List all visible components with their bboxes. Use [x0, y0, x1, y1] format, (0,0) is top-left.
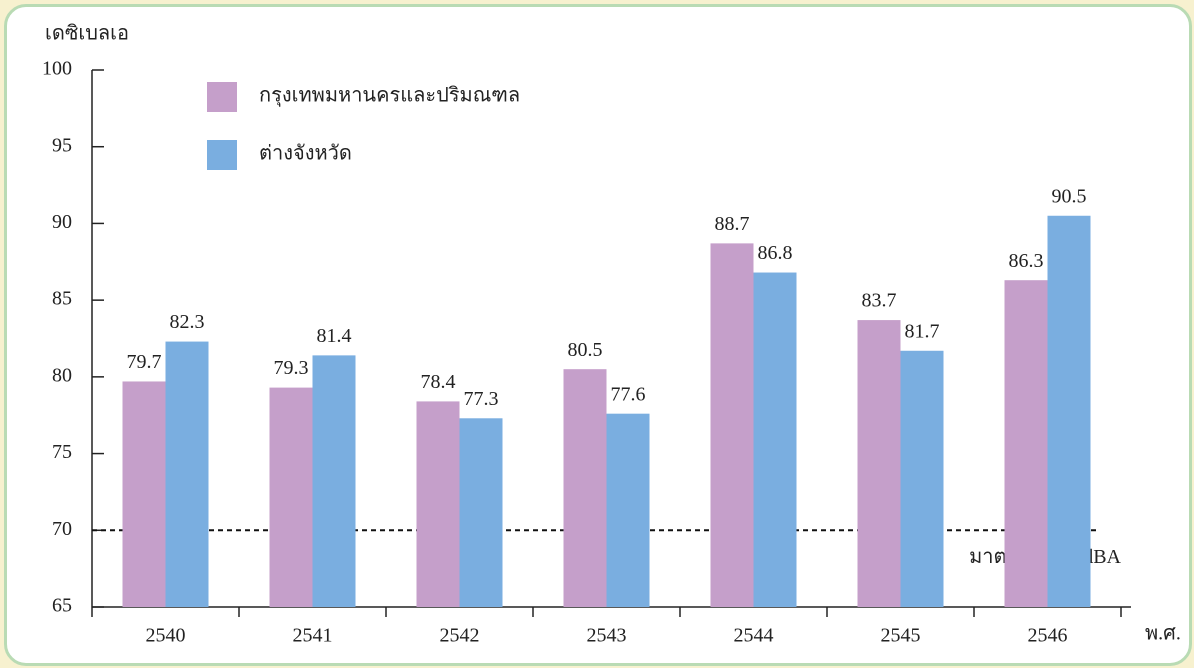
y-tick-label: 80: [52, 364, 72, 386]
bar: [900, 350, 944, 607]
value-label: 77.6: [611, 383, 646, 405]
value-label: 81.4: [317, 325, 352, 347]
bar: [459, 418, 503, 607]
value-label: 86.3: [1009, 250, 1044, 272]
y-tick-label: 85: [52, 288, 72, 310]
value-label: 77.3: [464, 388, 499, 410]
legend-label: ต่างจังหวัด: [259, 143, 352, 165]
bar: [1047, 215, 1091, 607]
x-tick-label: 2541: [293, 625, 333, 647]
value-label: 79.7: [127, 351, 162, 373]
bar: [269, 387, 313, 607]
value-label: 81.7: [905, 320, 940, 342]
x-tick-label: 2543: [587, 625, 627, 647]
x-tick-label: 2540: [146, 625, 186, 647]
y-axis-label: เดซิเบลเอ: [45, 23, 129, 45]
value-label: 78.4: [421, 371, 456, 393]
bar: [606, 413, 650, 607]
bar: [710, 243, 754, 608]
bar: [122, 381, 166, 607]
x-axis-label: พ.ศ.: [1145, 623, 1181, 645]
bar: [165, 341, 209, 607]
y-tick-label: 100: [42, 58, 72, 80]
value-label: 90.5: [1052, 185, 1087, 207]
y-tick-label: 90: [52, 211, 72, 233]
y-tick-label: 70: [52, 518, 72, 540]
y-tick-label: 65: [52, 595, 72, 617]
value-label: 82.3: [170, 311, 205, 333]
bar: [1004, 280, 1048, 607]
bar: [312, 355, 356, 607]
x-tick-label: 2545: [881, 625, 921, 647]
value-label: 86.8: [758, 242, 793, 264]
value-label: 80.5: [568, 339, 603, 361]
bar: [563, 369, 607, 607]
y-tick-label: 75: [52, 441, 72, 463]
value-label: 88.7: [715, 213, 750, 235]
x-tick-label: 2546: [1028, 625, 1068, 647]
bar: [416, 401, 460, 607]
bar: [753, 272, 797, 607]
legend-swatch: [207, 82, 237, 112]
y-tick-label: 95: [52, 134, 72, 156]
x-tick-label: 2544: [734, 625, 774, 647]
value-label: 83.7: [862, 290, 897, 312]
chart: เดซิเบลเอ พ.ศ. 65707580859095100มาตรฐาน …: [42, 23, 1181, 647]
x-tick-label: 2542: [440, 625, 480, 647]
chart-frame: เดซิเบลเอ พ.ศ. 65707580859095100มาตรฐาน …: [4, 4, 1192, 666]
legend-swatch: [207, 140, 237, 170]
legend-label: กรุงเทพมหานครและปริมณฑล: [259, 85, 520, 108]
value-label: 79.3: [274, 357, 309, 379]
bar: [857, 320, 901, 607]
